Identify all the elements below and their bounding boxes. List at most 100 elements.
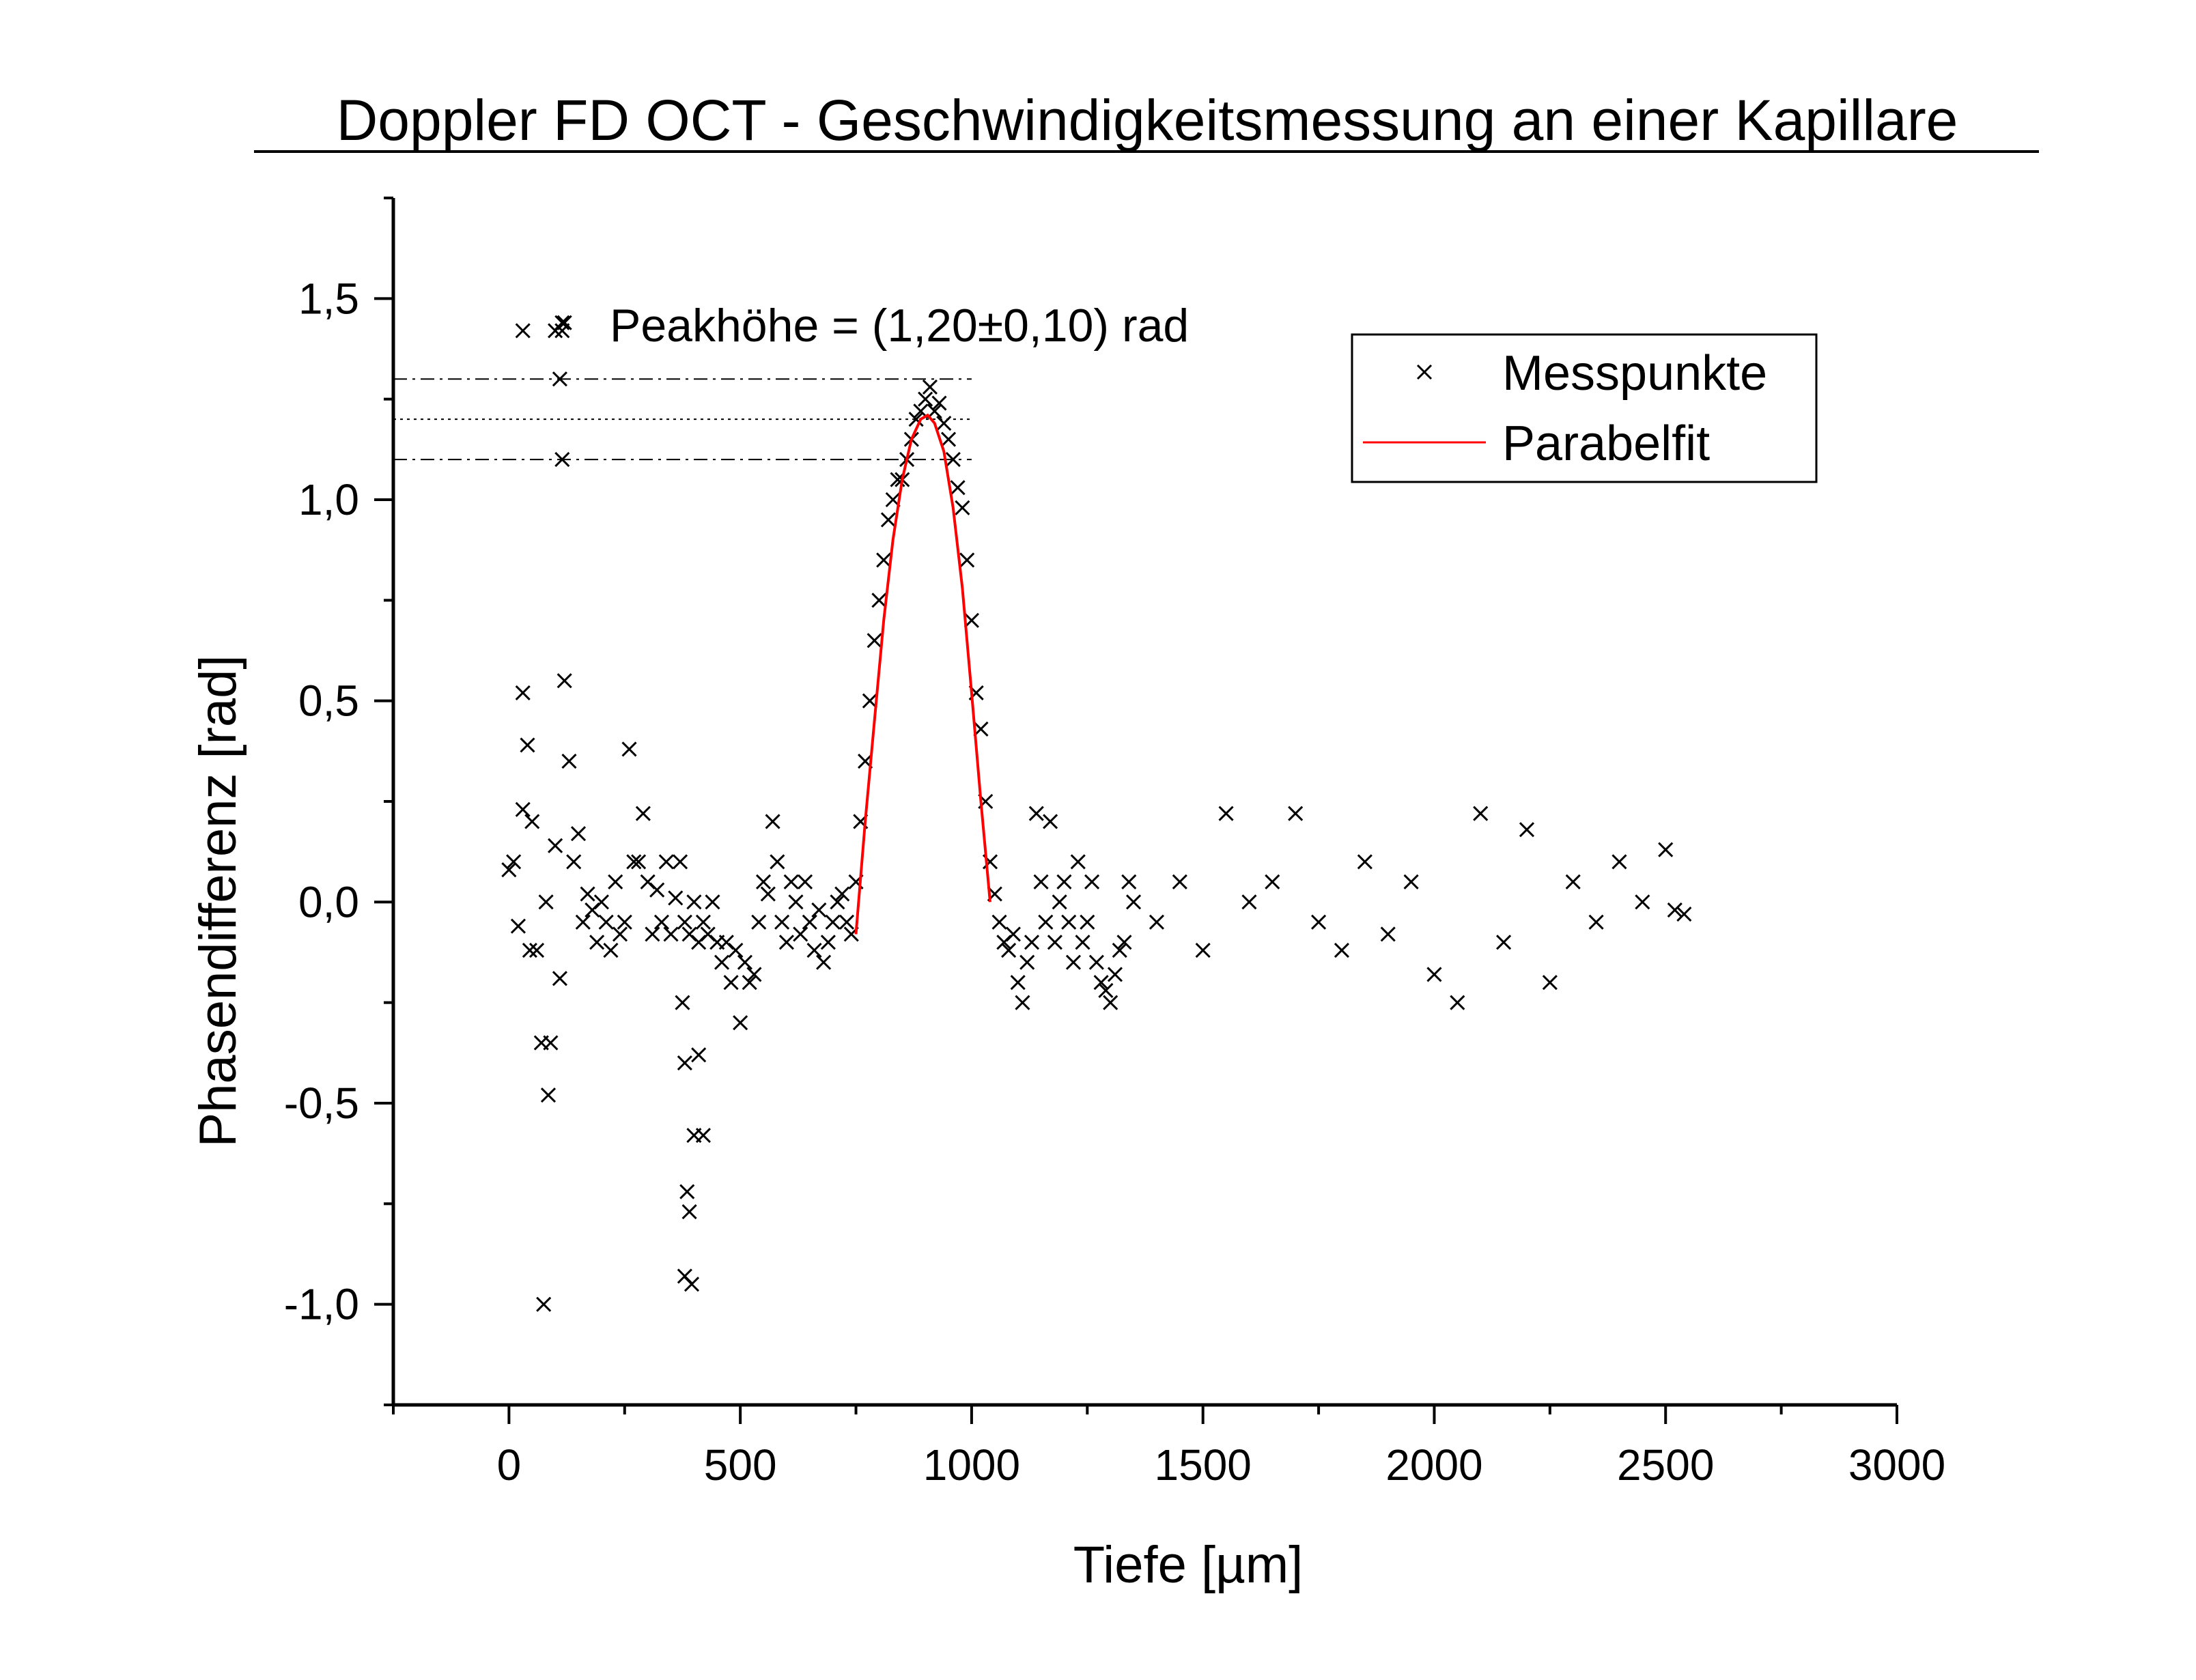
data-point — [589, 935, 605, 950]
data-point — [1496, 935, 1512, 950]
data-point — [1047, 935, 1062, 950]
data-point — [765, 814, 780, 829]
data-point — [1043, 814, 1058, 829]
data-point — [1088, 954, 1104, 970]
data-point — [733, 1015, 748, 1031]
data-point — [705, 894, 720, 910]
data-point — [1107, 967, 1123, 982]
data-point — [1005, 926, 1021, 942]
data-point — [554, 452, 570, 468]
data-point — [1195, 942, 1211, 958]
data-point — [751, 914, 767, 930]
data-point — [940, 431, 957, 447]
data-point — [552, 371, 567, 387]
data-point — [830, 894, 845, 910]
data-point — [746, 967, 762, 982]
y-tick-label: 0,0 — [298, 877, 359, 926]
data-point — [991, 914, 1007, 930]
annotation-marker — [554, 315, 570, 330]
legend-label-messpunkte: Messpunkte — [1502, 346, 1767, 401]
data-point — [1052, 894, 1067, 910]
data-point — [653, 914, 670, 930]
x-tick-label: 1000 — [923, 1440, 1020, 1490]
data-point — [598, 914, 614, 930]
data-point — [1126, 894, 1142, 910]
data-point — [945, 452, 961, 468]
data-point — [1473, 806, 1489, 821]
data-point — [1635, 894, 1650, 910]
data-point — [1033, 874, 1049, 889]
data-point — [834, 886, 850, 902]
data-point — [580, 886, 595, 902]
data-point — [631, 854, 647, 870]
data-point — [816, 954, 832, 970]
data-point — [742, 975, 757, 991]
data-point — [1098, 982, 1114, 999]
data-point — [1112, 942, 1127, 958]
x-tick-label: 3000 — [1848, 1440, 1945, 1490]
data-point — [515, 801, 531, 817]
data-point — [806, 942, 822, 958]
data-point — [788, 894, 804, 910]
data-point — [649, 882, 665, 898]
data-point — [908, 412, 924, 427]
data-point — [681, 1204, 697, 1220]
data-point — [1676, 906, 1692, 922]
data-point — [1519, 822, 1535, 838]
x-axis-label: Tiefe [µm] — [1073, 1536, 1304, 1594]
data-point — [936, 415, 952, 431]
data-point — [626, 854, 642, 870]
data-point — [520, 737, 535, 753]
annotation-marker — [515, 323, 531, 339]
data-point — [510, 918, 526, 934]
data-point — [1075, 935, 1090, 950]
data-point — [1070, 854, 1086, 870]
data-point — [557, 673, 572, 689]
data-point — [536, 1296, 552, 1312]
data-point — [684, 1277, 700, 1292]
data-point — [566, 854, 582, 870]
data-point — [1061, 914, 1077, 930]
reference-lines — [393, 378, 972, 461]
data-point — [522, 942, 537, 958]
data-point — [927, 403, 942, 419]
data-point — [506, 854, 522, 870]
peak-height-annotation: Peakhöhe = (1,20±0,10) rad — [610, 300, 1189, 352]
data-point — [548, 838, 563, 853]
data-point — [679, 1184, 695, 1199]
data-point — [538, 894, 554, 910]
data-point — [1588, 914, 1604, 930]
data-point — [1311, 914, 1327, 930]
data-point — [1426, 967, 1442, 982]
y-tick-label: -0,5 — [284, 1079, 359, 1128]
data-point — [714, 954, 730, 970]
data-point — [529, 942, 545, 958]
y-axis-label: Phasendifferenz [rad] — [189, 655, 247, 1147]
data-point — [755, 874, 772, 889]
data-point — [645, 926, 660, 942]
data-point — [876, 552, 892, 568]
data-point — [1542, 975, 1558, 991]
data-point — [1024, 935, 1040, 950]
data-point — [561, 754, 577, 769]
data-point — [1093, 975, 1109, 991]
data-point — [1149, 914, 1164, 930]
data-point — [617, 914, 632, 930]
data-point — [1667, 902, 1683, 918]
chart-title: Doppler FD OCT - Geschwindigkeitsmessung… — [337, 88, 1958, 152]
parabola-fit-line — [854, 413, 991, 935]
data-point — [760, 886, 776, 902]
data-point — [1450, 995, 1465, 1010]
data-point — [1611, 854, 1627, 870]
x-tick-label: 500 — [704, 1440, 777, 1490]
data-point — [1084, 874, 1100, 889]
data-point — [540, 1087, 557, 1103]
data-point — [871, 593, 887, 608]
data-point — [612, 926, 628, 942]
y-tick-label: 0,5 — [298, 677, 359, 726]
data-point — [802, 914, 817, 930]
data-point — [918, 391, 933, 407]
data-point — [963, 612, 979, 628]
data-point — [501, 862, 517, 878]
x-tick-label: 0 — [497, 1440, 522, 1490]
